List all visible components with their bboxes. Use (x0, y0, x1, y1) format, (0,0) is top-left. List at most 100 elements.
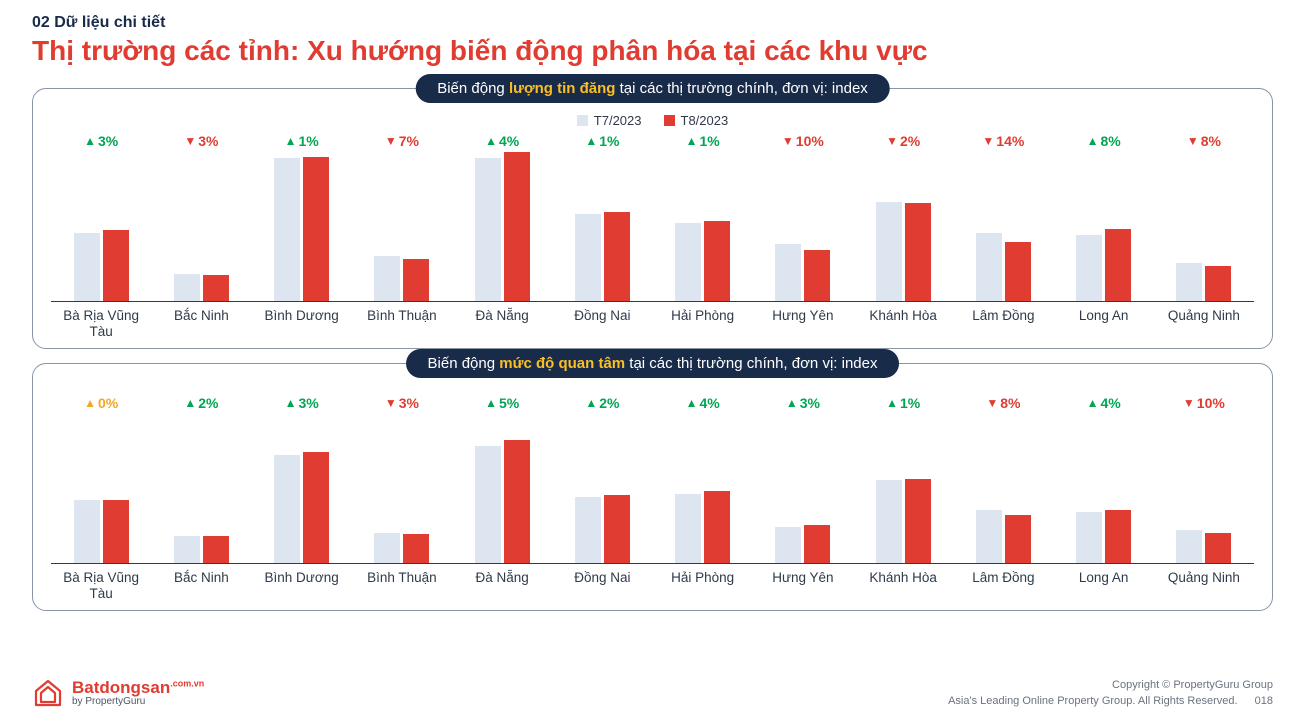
bars (1176, 413, 1231, 563)
delta-value: 2% (900, 133, 920, 149)
legend-item-b: T8/2023 (664, 113, 729, 128)
delta-label: ▲8% (1087, 133, 1121, 149)
delta-label: ▼10% (1183, 395, 1225, 411)
delta-value: 7% (399, 133, 419, 149)
delta-value: 3% (800, 395, 820, 411)
delta-label: ▼8% (1187, 133, 1221, 149)
delta-value: 1% (599, 133, 619, 149)
delta-value: 0% (98, 395, 118, 411)
bar-series-a (575, 214, 601, 301)
bars (575, 151, 630, 301)
category-label: Hưng Yên (753, 308, 853, 340)
delta-label: ▼8% (986, 395, 1020, 411)
slide-footer: Batdongsan.com.vn by PropertyGuru Copyri… (32, 677, 1273, 709)
bar-series-a (775, 244, 801, 301)
category-label: Khánh Hòa (853, 308, 953, 340)
chart1-labels-row: Bà Rịa Vũng TàuBắc NinhBình DươngBình Th… (51, 308, 1254, 340)
bars (675, 413, 730, 563)
delta-value: 14% (996, 133, 1024, 149)
house-icon (32, 677, 64, 709)
triangle-up-icon: ▲ (585, 135, 597, 147)
chart2-title-highlight: mức độ quan tâm (499, 355, 625, 372)
bar-group: ▲5% (452, 395, 552, 563)
delta-label: ▼3% (385, 395, 419, 411)
category-label: Đà Nẵng (452, 570, 552, 602)
bar-series-b (704, 221, 730, 301)
delta-label: ▲3% (786, 395, 820, 411)
bar-series-b (804, 250, 830, 301)
bar-group: ▲0% (51, 395, 151, 563)
bar-series-a (876, 202, 902, 301)
bar-group: ▼3% (352, 395, 452, 563)
chart2-title-pre: Biến động (428, 355, 500, 372)
chart1-body: ▲3%▼3%▲1%▼7%▲4%▲1%▲1%▼10%▼2%▼14%▲8%▼8% (51, 132, 1254, 302)
bar-group: ▲3% (753, 395, 853, 563)
category-label: Khánh Hòa (853, 570, 953, 602)
delta-value: 3% (98, 133, 118, 149)
bars (475, 413, 530, 563)
bar-group: ▼10% (753, 133, 853, 301)
delta-value: 3% (298, 395, 318, 411)
bar-series-a (174, 536, 200, 563)
delta-label: ▼2% (886, 133, 920, 149)
bar-group: ▲4% (653, 395, 753, 563)
triangle-down-icon: ▼ (385, 135, 397, 147)
bar-group: ▲1% (552, 133, 652, 301)
category-label: Lâm Đồng (953, 570, 1053, 602)
bars (274, 413, 329, 563)
bars (876, 151, 931, 301)
delta-value: 2% (198, 395, 218, 411)
brand-text: Batdongsan.com.vn by PropertyGuru (72, 679, 204, 708)
category-label: Long An (1054, 308, 1154, 340)
delta-label: ▲2% (184, 395, 218, 411)
triangle-up-icon: ▲ (84, 135, 96, 147)
copyright-line1: Copyright © PropertyGuru Group (948, 678, 1273, 693)
triangle-up-icon: ▲ (686, 135, 698, 147)
bar-series-a (976, 233, 1002, 301)
chart1-title: Biến động lượng tin đăng tại các thị trư… (415, 74, 890, 103)
bar-series-b (303, 452, 329, 563)
bar-series-a (976, 510, 1002, 563)
delta-label: ▲4% (686, 395, 720, 411)
bar-series-a (274, 455, 300, 563)
category-label: Long An (1054, 570, 1154, 602)
delta-value: 8% (1100, 133, 1120, 149)
bar-series-b (905, 203, 931, 301)
bar-group: ▼8% (953, 395, 1053, 563)
delta-label: ▲3% (84, 133, 118, 149)
bar-group: ▼10% (1154, 395, 1254, 563)
bar-group: ▼8% (1154, 133, 1254, 301)
bar-group: ▲1% (853, 395, 953, 563)
legend-label-a: T7/2023 (594, 113, 642, 128)
triangle-up-icon: ▲ (1087, 397, 1099, 409)
bars (1076, 151, 1131, 301)
delta-value: 5% (499, 395, 519, 411)
category-label: Đà Nẵng (452, 308, 552, 340)
bar-group: ▼7% (352, 133, 452, 301)
bar-series-a (475, 158, 501, 301)
bars (374, 151, 429, 301)
triangle-up-icon: ▲ (786, 397, 798, 409)
bar-series-b (1005, 515, 1031, 563)
triangle-down-icon: ▼ (886, 135, 898, 147)
bar-series-b (504, 440, 530, 563)
triangle-up-icon: ▲ (184, 397, 196, 409)
category-label: Quảng Ninh (1154, 570, 1254, 602)
bar-group: ▼3% (151, 133, 251, 301)
bars (374, 413, 429, 563)
triangle-down-icon: ▼ (184, 135, 196, 147)
bar-series-a (475, 446, 501, 563)
bars (976, 151, 1031, 301)
delta-label: ▲5% (485, 395, 519, 411)
bars (876, 413, 931, 563)
bar-series-b (604, 495, 630, 563)
chart2-labels-row: Bà Rịa Vũng TàuBắc NinhBình DươngBình Th… (51, 570, 1254, 602)
bar-series-a (274, 158, 300, 301)
bar-series-b (1005, 242, 1031, 301)
bar-series-a (1076, 512, 1102, 563)
category-label: Hải Phòng (653, 308, 753, 340)
legend-label-b: T8/2023 (681, 113, 729, 128)
chart2-title-post: tại các thị trường chính, đơn vị: index (625, 355, 877, 372)
bar-series-b (303, 157, 329, 301)
bars (976, 413, 1031, 563)
